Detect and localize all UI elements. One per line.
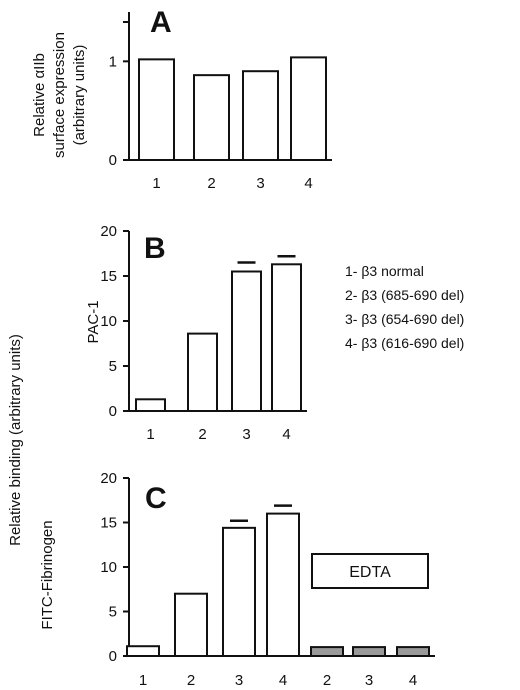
panel-a-y-axis-title-line: Relative αIIb xyxy=(31,53,48,137)
panel-a-y-axis-title-line: surface expression xyxy=(51,32,68,158)
edta-label: EDTA xyxy=(349,564,391,581)
y-tick-label: 20 xyxy=(100,223,117,240)
y-tick-label: 20 xyxy=(100,470,117,487)
panel-c-y-axis-title: FITC-Fibrinogen xyxy=(39,520,56,629)
x-tick-label: 1 xyxy=(139,672,147,689)
x-tick-label: 3 xyxy=(242,426,250,443)
bar xyxy=(266,512,300,657)
x-tick-label: 1 xyxy=(146,426,154,443)
bar xyxy=(222,526,256,658)
x-tick-label: 3 xyxy=(365,672,373,689)
legend-item-2: 2- β3 (685-690 del) xyxy=(345,287,464,303)
edta-label-box xyxy=(311,553,429,589)
y-tick-label: 5 xyxy=(109,358,117,375)
y-tick-label: 10 xyxy=(100,313,117,330)
bar xyxy=(352,646,386,657)
x-tick-label: 2 xyxy=(323,672,331,689)
panel-c-letter: C xyxy=(145,482,167,515)
bar xyxy=(138,58,175,161)
panel-a: A Relative αIIb surface expression (arbitr… xyxy=(31,6,332,192)
x-tick-label: 4 xyxy=(279,672,287,689)
y-tick-label: 15 xyxy=(100,515,117,532)
y-tick-label: 0 xyxy=(109,403,117,420)
bar xyxy=(135,398,166,412)
bar xyxy=(126,645,160,658)
y-tick-label: 1 xyxy=(109,53,117,70)
panel-a-letter: A xyxy=(150,6,172,39)
panel-b-plot: 0 5 10 15 20 1 2 3 4 xyxy=(100,223,307,443)
x-tick-label: 4 xyxy=(304,175,312,192)
bar xyxy=(231,270,262,412)
y-tick-label: 15 xyxy=(100,268,117,285)
legend-item-1: 1- β3 normal xyxy=(345,263,424,279)
bar xyxy=(310,646,344,657)
panel-c-plot: 0 5 10 15 20 1 2 3 4 2 3 4 xyxy=(100,470,435,689)
legend-item-3: 3- β3 (654-690 del) xyxy=(345,311,464,327)
panel-b-y-axis-title: PAC-1 xyxy=(85,300,102,343)
y-tick-label: 5 xyxy=(109,604,117,621)
bar xyxy=(271,263,302,412)
x-tick-label: 4 xyxy=(409,672,417,689)
bar xyxy=(187,332,218,413)
x-tick-label: 2 xyxy=(207,175,215,192)
bar xyxy=(242,70,279,161)
y-tick-label: 10 xyxy=(100,559,117,576)
x-tick-label: 3 xyxy=(235,672,243,689)
x-tick-label: 2 xyxy=(187,672,195,689)
bar xyxy=(396,646,430,657)
panel-b-letter: B xyxy=(144,232,166,265)
x-tick-label: 4 xyxy=(282,426,290,443)
y-tick-label: 0 xyxy=(109,152,117,169)
legend: 1- β3 normal 2- β3 (685-690 del) 3- β3 (… xyxy=(345,263,464,351)
x-tick-label: 2 xyxy=(198,426,206,443)
y-tick-label: 0 xyxy=(109,648,117,665)
x-tick-label: 1 xyxy=(152,175,160,192)
panel-a-y-axis-title-line: (arbitrary units) xyxy=(71,45,88,146)
panel-a-y-axis-title: Relative αIIb surface expression (arbitrar… xyxy=(31,32,88,158)
panel-c: C FITC-Fibrinogen 0 5 10 15 20 1 2 3 4 2 3 4 EDTA xyxy=(39,470,435,689)
panel-b: B PAC-1 0 5 10 15 20 1 2 3 4 xyxy=(85,223,307,443)
shared-y-axis-title: Relative binding (arbitrary units) xyxy=(7,334,24,546)
panel-a-plot: 0 1 1 2 3 4 xyxy=(109,12,332,192)
bar xyxy=(290,56,327,161)
x-tick-label: 3 xyxy=(256,175,264,192)
bar xyxy=(193,74,230,161)
legend-item-4: 4- β3 (616-690 del) xyxy=(345,335,464,351)
bar xyxy=(174,592,208,658)
